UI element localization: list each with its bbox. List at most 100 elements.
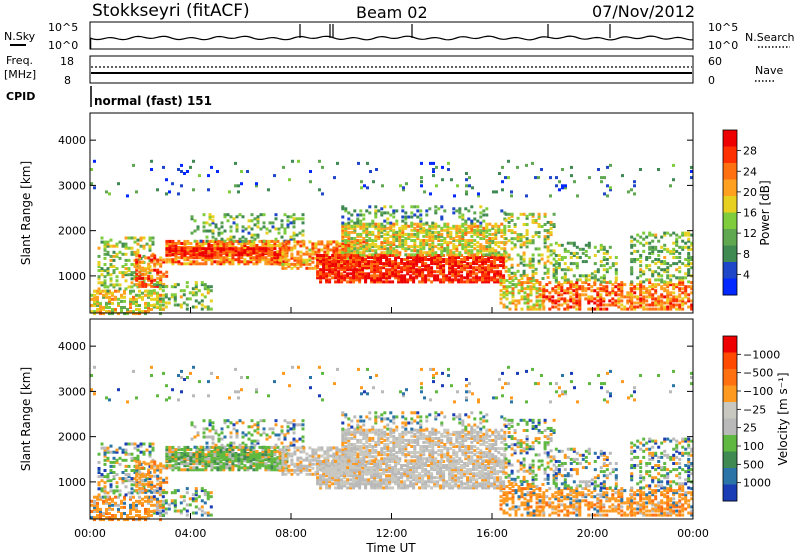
power-cell [130, 250, 134, 254]
power-cell [214, 223, 218, 227]
power-cell [476, 219, 480, 223]
power-cell [485, 222, 489, 226]
power-cell [497, 241, 501, 245]
power-cell [334, 262, 338, 266]
power-cell [504, 241, 508, 245]
power-cell [642, 272, 646, 276]
power-cell [281, 254, 285, 258]
power-cell [337, 278, 341, 282]
velocity-cell [228, 464, 232, 468]
power-cell [636, 276, 640, 280]
power-cell [359, 232, 363, 236]
velocity-cell [150, 510, 153, 513]
power-cell [228, 258, 232, 262]
power-cell [385, 276, 389, 280]
velocity-cell [183, 468, 187, 472]
power-cell [394, 266, 398, 270]
power-cell [93, 186, 96, 190]
power-cell [669, 293, 673, 297]
power-cell [395, 234, 399, 238]
velocity-cell [121, 477, 125, 481]
power-cell [347, 247, 351, 251]
power-cell [418, 274, 422, 278]
power-cell [388, 272, 392, 276]
power-cell [334, 274, 338, 278]
velocity-cell [194, 505, 198, 509]
power-cell [228, 247, 232, 251]
power-cell [639, 305, 643, 309]
velocity-cell [234, 445, 238, 449]
velocity-cell [162, 499, 165, 503]
power-cell [522, 257, 526, 261]
power-cell [358, 256, 362, 259]
velocity-cell [210, 466, 214, 470]
velocity-cell [201, 464, 205, 468]
power-cell [623, 295, 627, 299]
velocity-cell [106, 479, 110, 483]
power-cell [156, 260, 160, 264]
power-cell [445, 276, 449, 280]
power-cell [374, 211, 378, 215]
power-cell [214, 225, 218, 229]
power-cell [234, 184, 237, 188]
velocity-cell [141, 501, 144, 505]
power-cell [593, 301, 597, 305]
power-cell [237, 251, 241, 255]
velocity-cell [183, 448, 187, 451]
power-cell [373, 258, 377, 261]
power-cell [252, 239, 256, 243]
power-cell [136, 252, 140, 256]
power-cell [525, 194, 528, 198]
power-cell [314, 252, 318, 256]
power-cell [442, 260, 446, 264]
colorbar-tick-label: 8 [743, 248, 750, 261]
power-cell [376, 274, 380, 278]
power-cell [642, 249, 646, 253]
power-cell [537, 261, 541, 265]
velocity-cell [123, 512, 126, 515]
power-cell [173, 303, 177, 307]
power-cell [394, 256, 398, 259]
power-cell [204, 247, 208, 251]
power-cell [633, 301, 637, 305]
velocity-cell [108, 505, 111, 509]
power-cell [636, 287, 640, 291]
velocity-cell [147, 501, 150, 505]
power-cell [675, 256, 679, 259]
power-cell [639, 260, 643, 264]
power-cell [235, 229, 239, 233]
power-cell [280, 235, 284, 239]
power-cell [401, 209, 405, 213]
power-cell [136, 242, 140, 246]
power-cell [231, 242, 235, 245]
power-cell [513, 245, 517, 249]
power-cell [584, 243, 588, 247]
power-cell [500, 247, 504, 251]
power-cell [440, 215, 444, 219]
power-cell [361, 268, 365, 272]
power-cell [479, 221, 483, 225]
power-cell [228, 249, 232, 253]
power-cell [350, 251, 354, 255]
velocity-cell [124, 464, 128, 468]
power-cell [371, 221, 375, 225]
power-cell [522, 251, 526, 255]
power-cell [322, 262, 326, 266]
power-cell [268, 229, 272, 233]
power-cell [135, 272, 139, 276]
power-cell [477, 194, 480, 198]
power-cell [478, 260, 482, 264]
power-cell [341, 226, 345, 230]
power-cell [602, 247, 606, 251]
power-cell [481, 280, 485, 284]
power-cell [487, 270, 491, 274]
velocity-cell [171, 455, 175, 459]
power-cell [395, 219, 399, 223]
power-cell [461, 237, 465, 240]
power-cell [452, 253, 456, 257]
power-cell [455, 226, 459, 230]
power-cell [124, 273, 128, 277]
velocity-cell [136, 456, 140, 460]
power-cell [176, 283, 180, 287]
power-cell [473, 217, 477, 221]
